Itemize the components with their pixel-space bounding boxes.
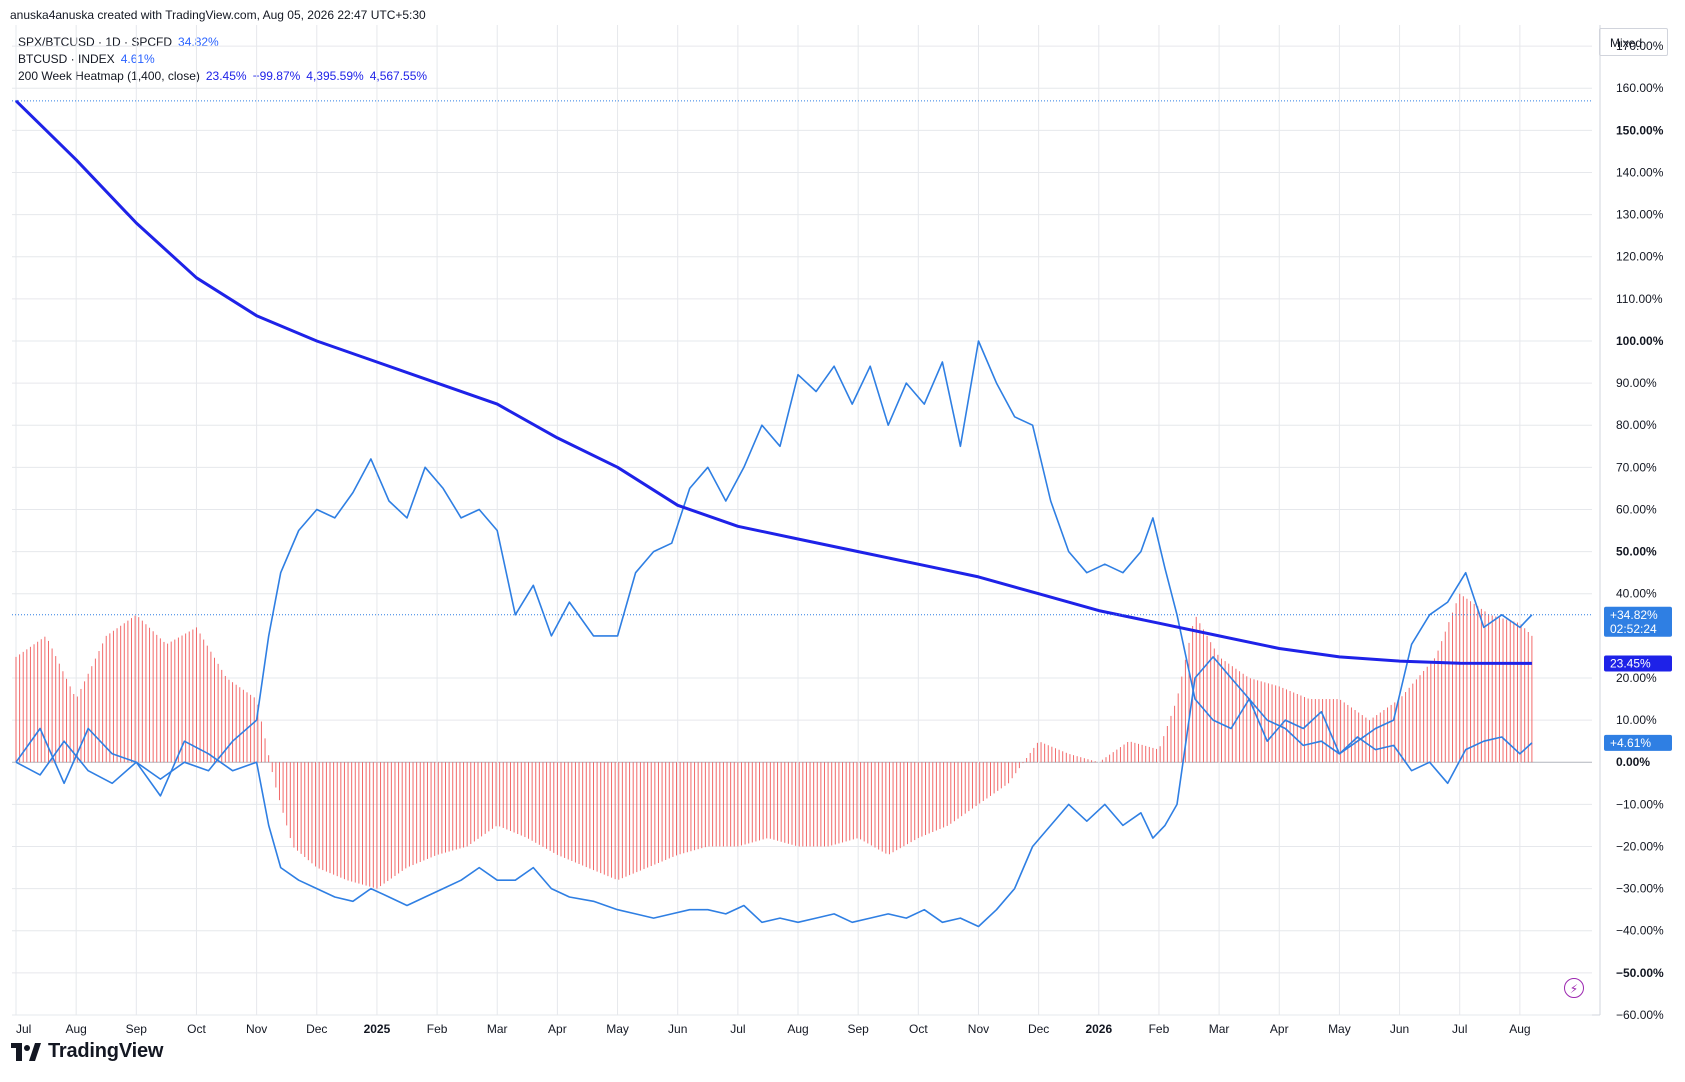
btc-price-tag-bg bbox=[1604, 734, 1672, 751]
y-tick-label: 50.00% bbox=[1616, 545, 1657, 559]
y-tick-label: 100.00% bbox=[1616, 334, 1664, 348]
legend-value: 4.61% bbox=[120, 52, 155, 66]
ma-price-tag-bg bbox=[1604, 655, 1672, 672]
legend-value: 34.82% bbox=[178, 35, 219, 49]
x-tick-label: Jul bbox=[1452, 1022, 1467, 1036]
scale-mode-button[interactable]: Mixed bbox=[1599, 28, 1668, 56]
y-tick-label: 120.00% bbox=[1616, 250, 1664, 264]
x-tick-label: May bbox=[1328, 1022, 1351, 1036]
spx-price-tag-text: 02:52:24 bbox=[1610, 622, 1657, 636]
y-tick-label: −30.00% bbox=[1616, 882, 1664, 896]
legend-value: 4,567.55% bbox=[369, 69, 428, 83]
y-tick-label: 130.00% bbox=[1616, 208, 1664, 222]
spx-price-tag-bg bbox=[1604, 606, 1672, 637]
x-tick-label: Aug bbox=[787, 1022, 808, 1036]
y-tick-label: 20.00% bbox=[1616, 671, 1657, 685]
legend-row-spx-btc[interactable]: SPX/BTCUSD · 1D · SPCFD 34.82% bbox=[18, 34, 433, 51]
y-tick-label: 10.00% bbox=[1616, 713, 1657, 727]
y-tick-label: 90.00% bbox=[1616, 376, 1657, 390]
y-tick-label: −40.00% bbox=[1616, 924, 1664, 938]
x-tick-label: Mar bbox=[487, 1022, 508, 1036]
x-tick-label: Jul bbox=[16, 1022, 31, 1036]
y-tick-label: 40.00% bbox=[1616, 587, 1657, 601]
tradingview-logo-icon bbox=[11, 1042, 41, 1061]
ma-price-tag-text: 23.45% bbox=[1610, 656, 1651, 670]
x-tick-label: 2026 bbox=[1085, 1022, 1112, 1036]
x-tick-label: Apr bbox=[1270, 1022, 1289, 1036]
y-tick-label: −10.00% bbox=[1616, 797, 1664, 811]
x-tick-label: Nov bbox=[246, 1022, 267, 1036]
x-tick-label: Mar bbox=[1209, 1022, 1230, 1036]
y-tick-label: 110.00% bbox=[1616, 292, 1663, 306]
legend-value: 4,395.59% bbox=[306, 69, 364, 83]
spx-price-tag-text: +34.82% bbox=[1610, 608, 1658, 622]
x-tick-label: Oct bbox=[187, 1022, 206, 1036]
x-tick-label: Aug bbox=[1509, 1022, 1530, 1036]
y-tick-label: 170.00% bbox=[1616, 39, 1664, 53]
y-tick-label: −50.00% bbox=[1616, 966, 1664, 980]
y-tick-label: 0.00% bbox=[1616, 755, 1650, 769]
legend-name: 200 Week Heatmap (1,400, close) bbox=[18, 69, 200, 83]
x-tick-label: Dec bbox=[306, 1022, 327, 1036]
y-tick-label: 60.00% bbox=[1616, 502, 1657, 516]
btcusd-line bbox=[15, 656, 1533, 928]
y-tick-label: 160.00% bbox=[1616, 81, 1664, 95]
x-tick-label: Apr bbox=[548, 1022, 567, 1036]
y-tick-label: −20.00% bbox=[1616, 839, 1664, 853]
spx-btc-line bbox=[15, 340, 1533, 785]
x-tick-label: Nov bbox=[968, 1022, 989, 1036]
x-tick-label: Aug bbox=[65, 1022, 86, 1036]
x-tick-label: Feb bbox=[427, 1022, 448, 1036]
series-legend: SPX/BTCUSD · 1D · SPCFD 34.82% BTCUSD · I… bbox=[18, 34, 433, 85]
legend-value: 23.45% bbox=[205, 69, 247, 83]
y-tick-label: 140.00% bbox=[1616, 165, 1664, 179]
x-tick-label: Sep bbox=[847, 1022, 869, 1036]
x-tick-label: Jun bbox=[668, 1022, 687, 1036]
legend-row-btcusd[interactable]: BTCUSD · INDEX 4.61% bbox=[18, 51, 433, 68]
y-tick-label: 70.00% bbox=[1616, 460, 1657, 474]
legend-row-heatmap[interactable]: 200 Week Heatmap (1,400, close) 23.45% −99… bbox=[18, 68, 433, 85]
legend-value: −99.87% bbox=[252, 69, 301, 83]
legend-name: SPX/BTCUSD · 1D · SPCFD bbox=[18, 35, 173, 49]
heatmap-ma-line bbox=[14, 99, 1532, 665]
x-tick-label: Jul bbox=[730, 1022, 745, 1036]
x-tick-label: 2025 bbox=[364, 1022, 391, 1036]
x-tick-label: Sep bbox=[126, 1022, 148, 1036]
x-tick-label: May bbox=[606, 1022, 629, 1036]
x-tick-label: Dec bbox=[1028, 1022, 1049, 1036]
tradingview-logo[interactable]: TradingView bbox=[11, 1040, 163, 1063]
y-tick-label: 80.00% bbox=[1616, 418, 1657, 432]
x-tick-label: Oct bbox=[909, 1022, 928, 1036]
x-tick-label: Jun bbox=[1390, 1022, 1409, 1036]
y-tick-label: −60.00% bbox=[1616, 1008, 1664, 1022]
y-tick-label: 150.00% bbox=[1616, 123, 1664, 137]
legend-name: BTCUSD · INDEX bbox=[18, 52, 115, 66]
chart-attribution: anuska4anuska created with TradingView.c… bbox=[10, 8, 426, 22]
alert-bolt-icon[interactable]: ⚡ bbox=[1564, 978, 1584, 998]
x-tick-label: Feb bbox=[1149, 1022, 1170, 1036]
btc-price-tag-text: +4.61% bbox=[1610, 736, 1651, 750]
brand-name: TradingView bbox=[48, 1040, 164, 1062]
